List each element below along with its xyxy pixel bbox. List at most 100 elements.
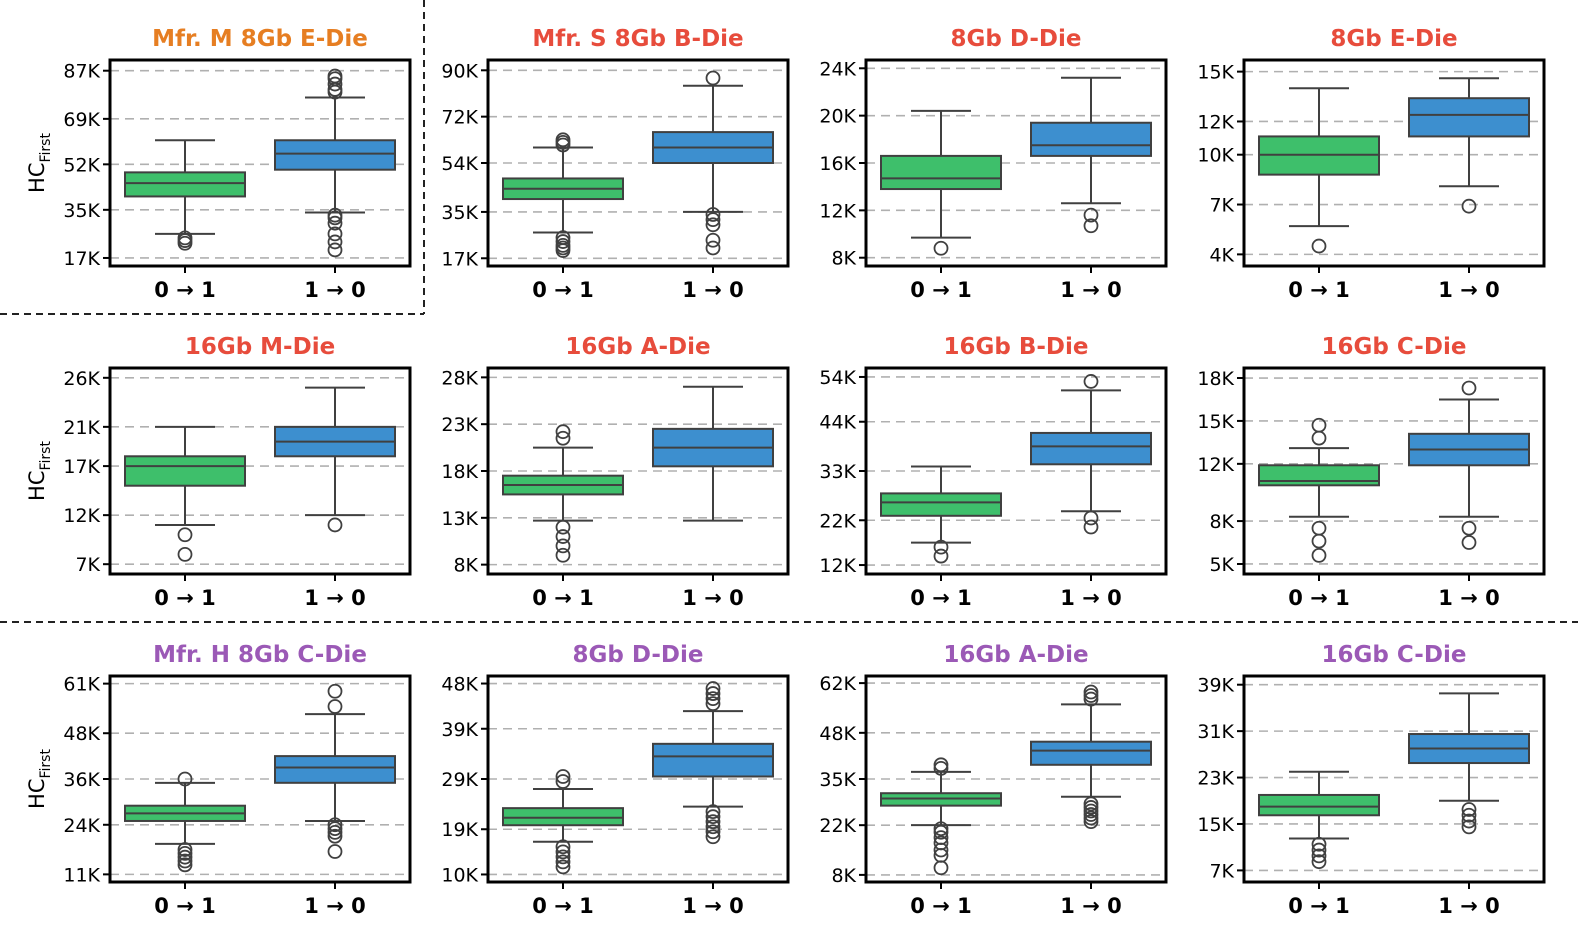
y-tick-label: 13K: [441, 508, 478, 530]
y-tick-label: 52K: [63, 154, 100, 176]
y-axis-label-sub: First: [38, 133, 54, 163]
box-1to0: [1030, 374, 1152, 535]
outlier-point: [327, 215, 343, 231]
outlier-point: [555, 230, 571, 246]
subplot-title: 16Gb C-Die: [1322, 334, 1467, 360]
y-tick-label: 16K: [819, 153, 856, 175]
y-tick-label: 72K: [441, 107, 478, 129]
y-tick-label: 7K: [1209, 195, 1234, 217]
subplot-title: 16Gb A-Die: [943, 642, 1088, 668]
outlier-point: [1083, 374, 1099, 389]
outlier-point: [555, 854, 571, 870]
y-tick-label: 35K: [819, 769, 856, 791]
y-tick-label: 87K: [63, 61, 100, 83]
y-tick-label: 61K: [63, 674, 100, 696]
y-tick-label: 24K: [63, 815, 100, 837]
outlier-point: [327, 68, 343, 84]
x-tick-label: 0 → 1: [154, 894, 215, 918]
subplot-title: Mfr. M 8Gb E-Die: [152, 26, 368, 52]
subplot-4: 8Gb E-Die 4K 7K 10K 12K 15K 0 → 1 1 → 0: [1197, 26, 1546, 302]
plot-frame: [864, 674, 1168, 884]
outlier-point: [327, 699, 343, 714]
x-tick-label: 1 → 0: [1060, 894, 1121, 918]
y-tick-label: 39K: [441, 719, 478, 741]
y-tick-label: 11K: [63, 864, 100, 886]
outlier-point: [705, 804, 721, 820]
subplot-6: 16Gb A-Die 8K 13K 18K 23K 28K 0 → 1 1 → 0: [441, 334, 790, 610]
x-tick-label: 1 → 0: [1060, 278, 1121, 302]
subplot-8: 16Gb C-Die 5K 8K 12K 15K 18K 0 → 1 1 → 0: [1197, 334, 1546, 610]
subplot-10: 8Gb D-Die 10K 19K 29K 39K 48K 0 → 1 1 → 0: [441, 642, 790, 918]
y-tick-label: 15K: [1197, 814, 1234, 836]
y-tick-label: 26K: [63, 368, 100, 390]
box-0to1: [1258, 770, 1380, 870]
outlier-point: [327, 825, 343, 840]
box-0to1: [502, 424, 624, 563]
outlier-point: [327, 242, 343, 258]
subplot-2: Mfr. S 8Gb B-Die 17K 35K 54K 72K 90K 0 → 1 1 → …: [441, 26, 790, 302]
y-tick-label: 48K: [441, 674, 478, 696]
y-tick-label: 8K: [831, 865, 856, 887]
outlier-point: [555, 774, 571, 789]
outlier-point: [705, 70, 721, 86]
outlier-point: [327, 234, 343, 250]
x-tick-label: 0 → 1: [532, 586, 593, 610]
outlier-point: [933, 757, 949, 773]
y-tick-label: 39K: [1197, 675, 1234, 697]
plot-frame: [1242, 674, 1546, 884]
y-axis-label-main: HC: [25, 163, 49, 193]
subplot-title: Mfr. H 8Gb C-Die: [153, 642, 367, 668]
y-tick-label: 7K: [75, 554, 100, 576]
outlier-point: [327, 517, 343, 533]
x-tick-label: 0 → 1: [1288, 278, 1349, 302]
outlier-point: [555, 859, 571, 875]
y-axis-label-main: HC: [25, 779, 49, 809]
subplot-12: 16Gb C-Die 7K 15K 23K 31K 39K 0 → 1 1 → 0: [1197, 642, 1546, 918]
outlier-point: [555, 839, 571, 855]
y-tick-label: 7K: [1209, 860, 1234, 882]
outlier-point: [555, 529, 571, 544]
iqr-box: [1258, 464, 1380, 487]
x-tick-label: 1 → 0: [1438, 278, 1499, 302]
x-tick-label: 0 → 1: [532, 278, 593, 302]
y-tick-label: 36K: [63, 769, 100, 791]
outlier-point: [1311, 842, 1327, 858]
y-axis-label-sub: First: [38, 441, 54, 471]
outlier-point: [1083, 688, 1099, 703]
outlier-point: [1083, 803, 1099, 819]
box-1to0: [652, 681, 774, 845]
outlier-point: [1083, 218, 1099, 234]
y-tick-label: 18K: [1197, 368, 1234, 390]
plot-frame: [108, 674, 412, 884]
y-tick-label: 21K: [63, 417, 100, 439]
y-tick-label: 31K: [1197, 721, 1234, 743]
y-axis-label-main: HC: [25, 471, 49, 501]
outlier-point: [933, 539, 949, 555]
outlier-point: [1311, 548, 1327, 563]
y-tick-label: 90K: [441, 60, 478, 82]
plot-frame: [486, 58, 790, 268]
outlier-point: [705, 686, 721, 701]
outlier-point: [327, 828, 343, 844]
box-0to1: [124, 425, 246, 562]
y-tick-label: 48K: [819, 723, 856, 745]
outlier-point: [705, 829, 721, 845]
outlier-point: [555, 519, 571, 535]
outlier-point: [1461, 813, 1477, 829]
x-tick-label: 1 → 0: [1060, 586, 1121, 610]
outlier-point: [177, 853, 193, 869]
iqr-box: [1030, 431, 1152, 466]
box-0to1: [880, 465, 1002, 564]
y-tick-label: 8K: [1209, 511, 1234, 533]
plot-frame: [864, 58, 1168, 268]
outlier-point: [177, 849, 193, 865]
y-tick-label: 54K: [441, 153, 478, 175]
outlier-point: [327, 226, 343, 242]
subplot-11: 16Gb A-Die 8K 22K 35K 48K 62K 0 → 1 1 → 0: [819, 642, 1168, 918]
x-tick-label: 1 → 0: [1438, 894, 1499, 918]
box-1to0: [1030, 76, 1152, 234]
y-tick-label: 8K: [831, 248, 856, 270]
plot-frame: [108, 58, 412, 268]
y-tick-label: 28K: [441, 367, 478, 389]
